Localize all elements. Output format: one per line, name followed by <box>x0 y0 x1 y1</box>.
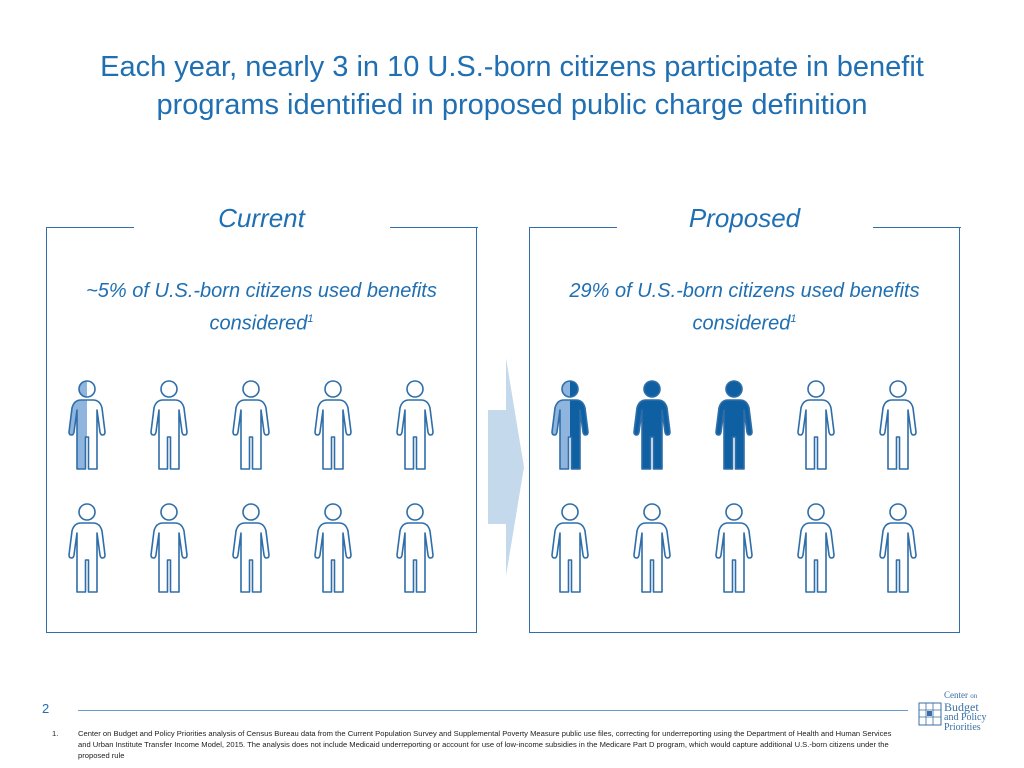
panel-description-current: ~5% of U.S.-born citizens used benefits … <box>47 277 476 338</box>
person-figure-empty <box>139 500 199 600</box>
person-figure-empty <box>786 377 846 477</box>
proposed-panel: Proposed 29% of U.S.-born citizens used … <box>529 203 961 633</box>
person-figure-half-full <box>540 377 600 477</box>
person-icon <box>396 503 434 593</box>
slide-title: Each year, nearly 3 in 10 U.S.-born citi… <box>100 51 924 121</box>
person-figure-empty <box>540 500 600 600</box>
person-icon <box>232 503 270 593</box>
person-figure-full <box>622 377 682 477</box>
person-icon <box>879 503 917 593</box>
person-icon <box>551 380 589 470</box>
person-icon <box>232 380 270 470</box>
cbpp-grid-logo-icon <box>918 702 942 726</box>
person-icon <box>68 380 106 470</box>
person-icon <box>715 380 753 470</box>
logo-line-1: Center on <box>944 690 987 701</box>
person-icon <box>396 380 434 470</box>
person-icon <box>715 503 753 593</box>
person-icon <box>551 503 589 593</box>
person-figure-empty <box>303 377 363 477</box>
person-figure-empty <box>385 500 445 600</box>
logo-word-center: Center <box>944 690 968 700</box>
page-number: 2 <box>42 701 50 716</box>
figure-row <box>540 377 952 477</box>
right-arrow-icon <box>488 358 524 576</box>
person-figure-empty <box>704 500 764 600</box>
footnote-number: 1. <box>52 729 59 738</box>
person-figure-empty <box>221 500 281 600</box>
logo-line-2: Budget <box>944 700 979 714</box>
description-text: ~5% of U.S.-born citizens used benefits … <box>86 280 437 335</box>
footnote-text: Center on Budget and Policy Priorities a… <box>78 729 892 760</box>
footnote-ref: 1 <box>790 313 797 325</box>
person-figure-empty <box>868 377 928 477</box>
person-figure-empty <box>868 500 928 600</box>
person-figure-empty <box>622 500 682 600</box>
figure-row <box>540 500 952 600</box>
footer-divider <box>78 710 908 711</box>
panel-top-border-left <box>529 227 617 228</box>
panel-top-border-right <box>390 227 478 228</box>
person-figure-empty <box>786 500 846 600</box>
current-panel: Current ~5% of U.S.-born citizens used b… <box>46 203 478 633</box>
person-icon <box>150 380 188 470</box>
panel-top-border-left <box>46 227 134 228</box>
person-figure-empty <box>57 500 117 600</box>
person-figure-empty <box>221 377 281 477</box>
panel-top-border-right <box>873 227 961 228</box>
logo-word-on: on <box>970 692 978 700</box>
panel-description-proposed: 29% of U.S.-born citizens used benefits … <box>530 277 959 338</box>
person-icon <box>633 380 671 470</box>
person-figure-empty <box>139 377 199 477</box>
person-figure-full <box>704 377 764 477</box>
person-icon <box>150 503 188 593</box>
person-icon <box>879 380 917 470</box>
person-figure-half <box>57 377 117 477</box>
person-icon <box>797 503 835 593</box>
person-icon <box>633 503 671 593</box>
person-icon <box>797 380 835 470</box>
panel-heading-proposed: Proposed <box>688 203 801 233</box>
logo-wordmark: Center on Budget and Policy Priorities <box>944 690 987 733</box>
figure-row <box>57 377 469 477</box>
person-figure-empty <box>385 377 445 477</box>
person-figure-empty <box>303 500 363 600</box>
person-icon <box>68 503 106 593</box>
panel-heading-current: Current <box>218 203 305 233</box>
description-text: 29% of U.S.-born citizens used benefits … <box>569 280 920 335</box>
logo-line-4: Priorities <box>944 722 981 733</box>
logo-line-3: and Policy <box>944 712 987 723</box>
figure-row <box>57 500 469 600</box>
footnote-ref: 1 <box>307 313 314 325</box>
cbpp-logo: Center on Budget and Policy Priorities <box>918 690 998 735</box>
person-icon <box>314 503 352 593</box>
person-icon <box>314 380 352 470</box>
